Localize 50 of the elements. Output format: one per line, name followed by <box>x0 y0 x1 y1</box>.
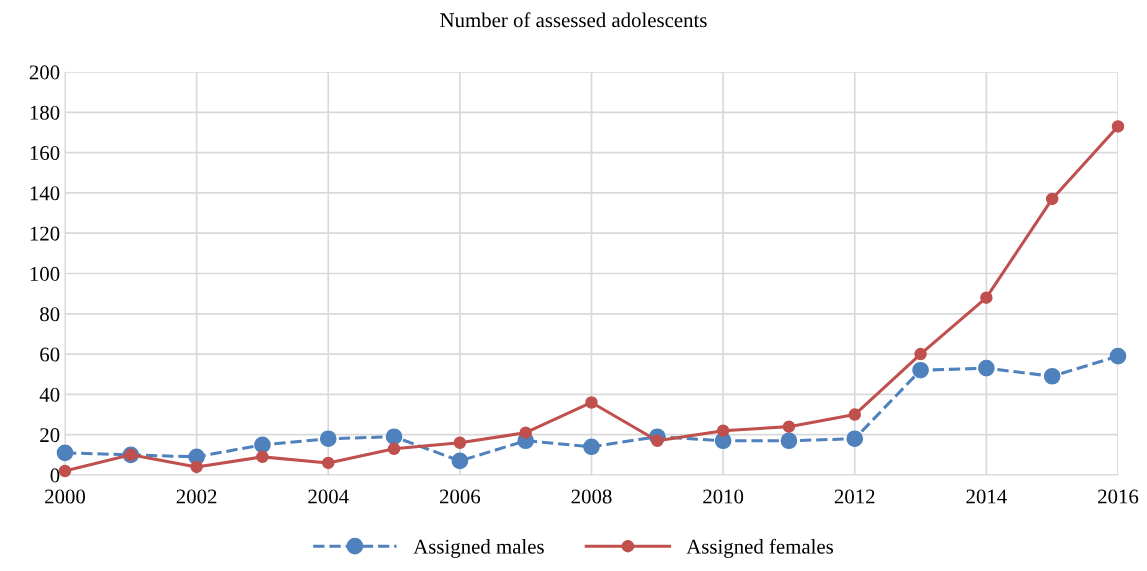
point <box>780 432 798 450</box>
point <box>254 436 271 454</box>
point <box>519 426 532 439</box>
point <box>321 456 335 470</box>
point <box>56 444 74 462</box>
point <box>1045 192 1059 206</box>
x-tick-label: 2014 <box>966 489 1007 504</box>
y-tick-label: 120 <box>30 226 60 241</box>
y-tick-label: 200 <box>29 65 60 80</box>
x-tick-label: 2008 <box>571 489 612 504</box>
point <box>912 361 929 379</box>
y-tick-label: 0 <box>50 468 60 483</box>
point <box>914 347 927 361</box>
x-tick-label: 2004 <box>308 489 349 504</box>
y-tick-label: 100 <box>30 266 60 281</box>
y-tick-label: 180 <box>30 105 60 120</box>
point <box>651 434 664 447</box>
point <box>846 430 864 448</box>
point <box>256 450 269 464</box>
point <box>387 442 401 456</box>
y-tick-label: 60 <box>40 347 60 362</box>
point <box>385 428 403 446</box>
point <box>978 359 995 377</box>
y-tick-label: 20 <box>40 428 60 443</box>
point <box>583 438 600 456</box>
x-tick-label: 2006 <box>439 489 481 504</box>
legend-label: Assigned males <box>413 539 544 558</box>
point <box>1111 120 1125 133</box>
x-tick-label: 2002 <box>176 489 217 504</box>
legend-label: Assigned females <box>686 538 834 558</box>
y-tick-label: 160 <box>30 145 60 161</box>
chart-title: Number of assessed adolescents <box>440 12 707 28</box>
point <box>585 396 598 409</box>
point <box>190 460 203 474</box>
point <box>453 436 467 450</box>
point <box>1109 347 1127 365</box>
y-tick-label: 140 <box>30 186 60 201</box>
x-tick-label: 2000 <box>45 489 86 504</box>
x-tick-label: 2012 <box>834 489 875 504</box>
point <box>848 408 862 421</box>
point <box>782 420 796 433</box>
x-tick-label: 2016 <box>1098 489 1139 504</box>
point <box>716 424 730 437</box>
point <box>980 291 993 304</box>
point <box>1043 367 1061 385</box>
point <box>319 430 337 448</box>
point <box>451 452 469 470</box>
x-tick-label: 2010 <box>703 489 744 504</box>
y-tick-label: 80 <box>40 307 60 322</box>
y-tick-label: 40 <box>39 387 60 402</box>
